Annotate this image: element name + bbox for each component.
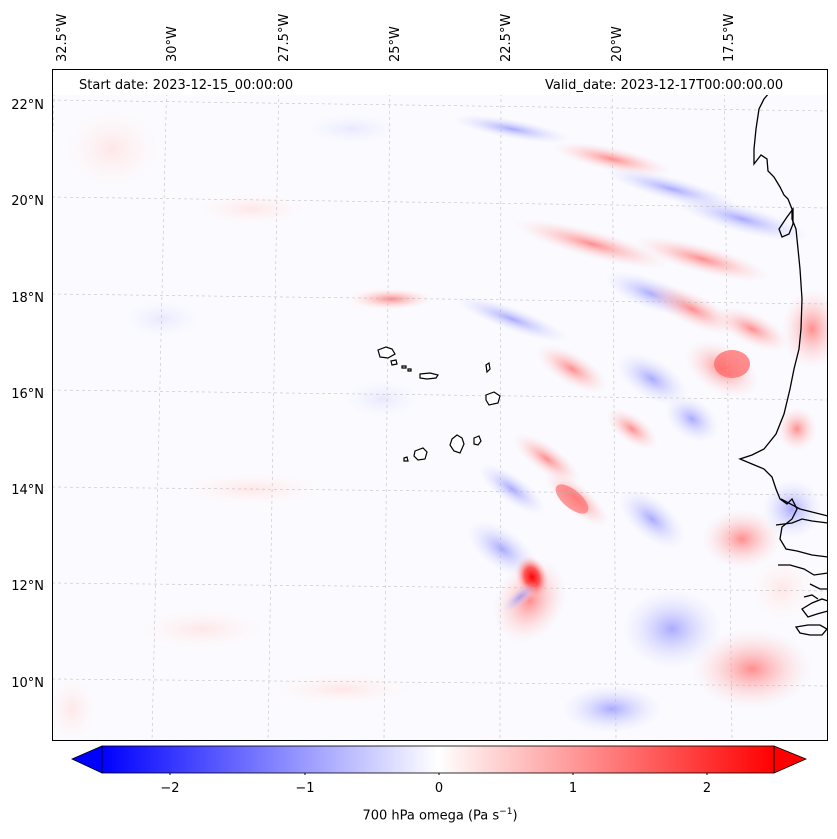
colorbar-extend-right bbox=[773, 745, 808, 774]
colorbar-extend-left bbox=[71, 745, 103, 774]
wave-field bbox=[352, 114, 828, 733]
pale-field bbox=[52, 99, 432, 741]
colorbar-tick-neg2: −2 bbox=[160, 781, 180, 796]
lon-label-32-5w: 32.5°W bbox=[55, 13, 70, 62]
start-date-text: Start date: 2023-12-15_00:00:00 bbox=[79, 78, 294, 93]
lon-label-17-5w: 17.5°W bbox=[722, 13, 737, 62]
lon-label-20w: 20°W bbox=[610, 26, 625, 62]
lon-label-30w: 30°W bbox=[165, 26, 180, 62]
graticule bbox=[52, 69, 828, 741]
omega-map bbox=[52, 69, 828, 741]
colorbar-label-main: 700 hPa omega (Pa s bbox=[362, 808, 500, 824]
colorbar-label-end: ) bbox=[512, 808, 518, 824]
lat-label-10n: 10°N bbox=[11, 676, 44, 691]
colorbar-outline bbox=[101, 745, 775, 774]
colorbar-tick-neg1: −1 bbox=[295, 781, 315, 796]
lat-label-16n: 16°N bbox=[11, 387, 44, 402]
colorbar-tick-1: 1 bbox=[568, 781, 578, 796]
cape-verde-islands bbox=[377, 346, 501, 462]
lat-label-12n: 12°N bbox=[11, 579, 44, 594]
lat-label-22n: 22°N bbox=[11, 98, 44, 113]
lon-label-27-5w: 27.5°W bbox=[277, 13, 292, 62]
colorbar-ticks bbox=[169, 773, 708, 775]
lat-label-20n: 20°N bbox=[11, 194, 44, 209]
lat-label-14n: 14°N bbox=[11, 483, 44, 498]
africa-coastline bbox=[738, 92, 828, 636]
lon-label-22-5w: 22.5°W bbox=[499, 13, 514, 62]
lon-label-25w: 25°W bbox=[388, 26, 403, 62]
lat-label-18n: 18°N bbox=[11, 291, 44, 306]
colorbar-label: 700 hPa omega (Pa s−1) bbox=[362, 807, 517, 823]
map-frame bbox=[52, 69, 828, 741]
colorbar-label-sup: −1 bbox=[499, 807, 513, 817]
colorbar-gradient bbox=[102, 746, 774, 773]
colorbar-tick-2: 2 bbox=[702, 781, 712, 796]
colorbar-tick-0: 0 bbox=[434, 781, 444, 796]
strong-ascent-cell bbox=[493, 555, 567, 643]
colorbar bbox=[71, 745, 808, 775]
header-strip bbox=[52, 70, 828, 95]
valid-date-text: Valid_date: 2023-12-17T00:00:00.00 bbox=[545, 78, 784, 93]
